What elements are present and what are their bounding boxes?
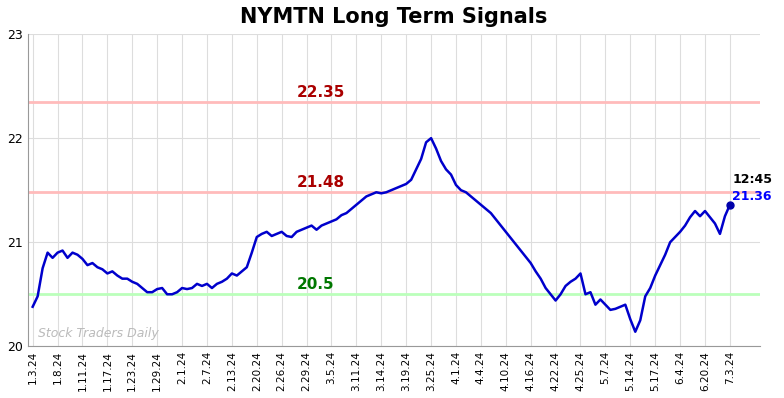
Text: 21.36: 21.36 — [732, 190, 772, 203]
Title: NYMTN Long Term Signals: NYMTN Long Term Signals — [240, 7, 547, 27]
Text: 22.35: 22.35 — [296, 84, 345, 100]
Text: 12:45: 12:45 — [732, 173, 772, 186]
Text: 20.5: 20.5 — [296, 277, 334, 292]
Text: 21.48: 21.48 — [296, 175, 345, 190]
Text: Stock Traders Daily: Stock Traders Daily — [38, 327, 158, 340]
